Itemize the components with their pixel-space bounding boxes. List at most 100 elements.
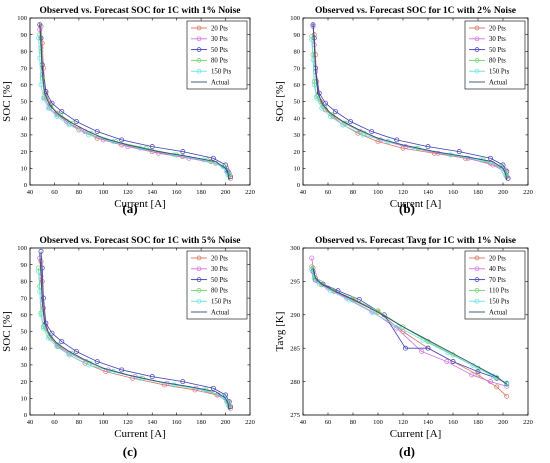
data-point: [220, 164, 226, 170]
data-point: [40, 65, 46, 71]
data-point: [311, 82, 317, 88]
panel-caption: (c): [123, 444, 137, 459]
x-tick-label: 140: [423, 419, 433, 426]
data-point: [180, 149, 186, 155]
x-tick-label: 220: [523, 189, 533, 196]
data-point: [395, 324, 401, 330]
data-point: [149, 374, 155, 380]
y-tick-label: 100: [290, 15, 300, 22]
x-tick-label: 120: [123, 189, 133, 196]
data-point: [94, 129, 100, 135]
legend-box: [464, 250, 526, 320]
panel-caption: (d): [399, 444, 415, 459]
data-point: [66, 352, 72, 358]
y-tick-label: 20: [21, 149, 28, 156]
data-point: [504, 393, 510, 399]
series-line-6: [312, 267, 508, 385]
data-point: [319, 105, 325, 111]
data-point: [488, 155, 493, 161]
x-tick-label: 100: [98, 419, 108, 426]
panel-caption: (b): [399, 201, 415, 216]
data-point: [369, 129, 375, 135]
series-line-6: [312, 22, 508, 181]
data-point: [475, 369, 481, 375]
data-point: [73, 349, 79, 354]
legend-label: 150 Pts: [211, 69, 232, 76]
data-point: [420, 337, 426, 343]
x-tick-label: 140: [423, 189, 433, 196]
x-tick-label: 160: [448, 419, 458, 426]
x-tick-label: 60: [51, 189, 58, 196]
data-point: [505, 175, 511, 181]
y-tick-label: 0: [24, 182, 27, 189]
data-point: [39, 278, 45, 284]
data-point: [425, 345, 431, 351]
data-point: [348, 119, 353, 124]
x-tick-label: 40: [300, 419, 307, 426]
y-tick-label: 80: [21, 279, 28, 286]
x-tick-label: 160: [172, 189, 182, 196]
x-tick-label: 180: [196, 419, 206, 426]
data-point: [403, 345, 408, 351]
x-tick-label: 140: [147, 419, 157, 426]
data-point: [149, 144, 155, 150]
chart-panel-3: Observed vs. Forecast SOC for 1C with 5%…: [1, 236, 255, 440]
legend-label: Actual: [489, 309, 507, 316]
data-point: [343, 120, 348, 126]
y-tick-label: 40: [21, 345, 28, 352]
x-tick-label: 200: [498, 419, 508, 426]
x-tick-label: 160: [448, 189, 458, 196]
y-tick-label: 80: [294, 49, 301, 56]
legend-marker: [474, 58, 480, 63]
y-tick-label: 0: [297, 182, 300, 189]
data-point: [501, 169, 507, 175]
legend-label: 150 Pts: [489, 69, 510, 76]
series-line-5: [311, 39, 506, 176]
x-tick-label: 220: [245, 419, 255, 426]
legend-label: 30 Pts: [489, 36, 506, 43]
y-tick-label: 10: [21, 166, 28, 173]
data-point: [444, 359, 450, 365]
legend-label: 80 Pts: [211, 58, 228, 65]
data-point: [500, 162, 506, 168]
data-point: [69, 350, 75, 356]
series-line-6: [39, 22, 230, 181]
legend: 20 Pts 30 Pts 50 Pts 80 Pts 150 Pts Actual: [464, 20, 526, 90]
legend-label: 40 Pts: [489, 266, 506, 273]
chart-panel-1: Observed vs. Forecast SOC for 1C with 1%…: [1, 6, 255, 210]
x-tick-label: 120: [398, 189, 408, 196]
data-point: [375, 139, 381, 145]
legend-marker: [196, 25, 202, 31]
series-line-3: [39, 24, 231, 177]
data-point: [45, 105, 51, 111]
legend-label: Actual: [211, 309, 229, 316]
x-tick-label: 60: [325, 189, 332, 196]
x-axis-label: Current [A]: [390, 428, 442, 440]
panel-caption: (a): [122, 201, 137, 216]
legend: 20 Pts 40 Pts 70 Pts 110 Pts 150 Pts Actual: [464, 250, 526, 320]
legend-label: 150 Pts: [489, 299, 510, 306]
y-axis-label: SOC [%]: [1, 311, 13, 352]
legend-marker: [196, 58, 202, 63]
data-point: [223, 392, 229, 398]
x-tick-label: 200: [498, 189, 508, 196]
legend-label: 50 Pts: [211, 277, 228, 284]
data-point: [425, 144, 431, 150]
data-point: [54, 344, 60, 349]
x-tick-label: 180: [473, 419, 483, 426]
x-tick-label: 80: [76, 419, 83, 426]
y-tick-label: 20: [294, 149, 301, 156]
y-tick-label: 10: [294, 166, 301, 173]
data-point: [49, 100, 55, 106]
chart-title: Observed vs. Forecast SOC for 1C with 5%…: [40, 236, 241, 246]
data-point: [488, 379, 493, 385]
y-tick-label: 90: [294, 32, 301, 39]
legend-marker: [474, 266, 480, 272]
x-tick-label: 220: [523, 419, 533, 426]
data-point: [49, 330, 55, 336]
y-tick-label: 0: [24, 412, 27, 419]
data-point: [370, 310, 376, 316]
x-tick-label: 40: [27, 189, 34, 196]
data-point: [38, 248, 44, 254]
data-point: [450, 359, 456, 365]
